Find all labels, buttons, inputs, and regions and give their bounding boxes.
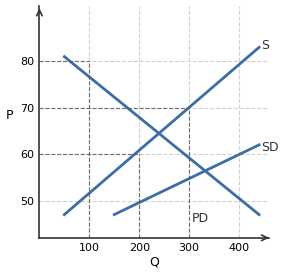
X-axis label: Q: Q	[149, 255, 159, 269]
Text: PD: PD	[192, 212, 209, 225]
Y-axis label: P: P	[5, 109, 13, 122]
Text: S: S	[262, 39, 270, 52]
Text: SD: SD	[262, 141, 279, 154]
